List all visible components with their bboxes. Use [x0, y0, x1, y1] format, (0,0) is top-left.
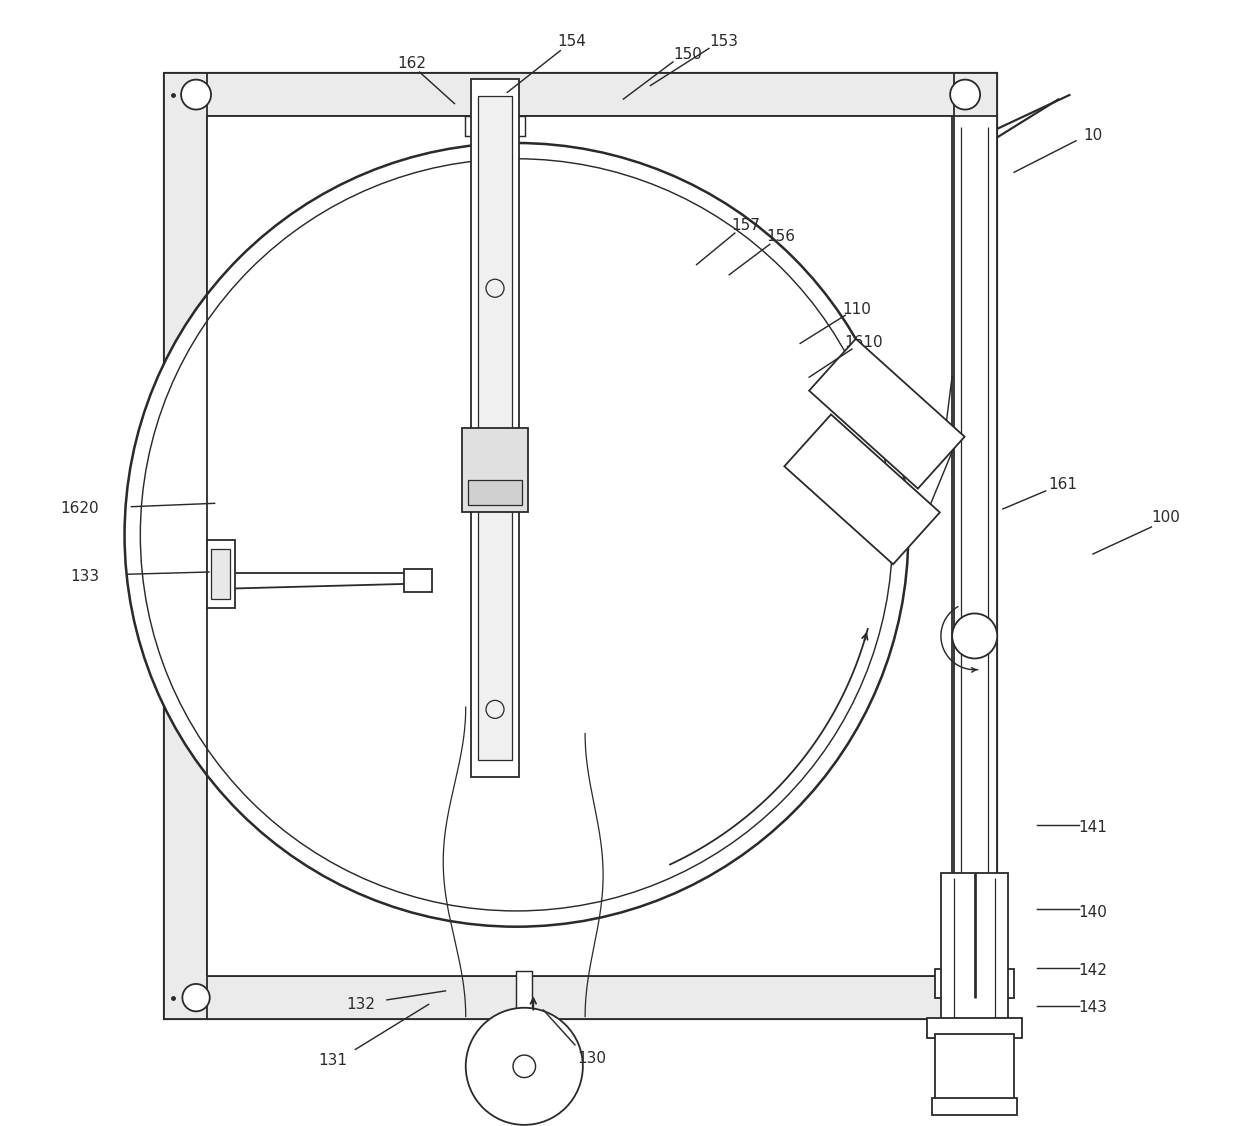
Bar — [471, 79, 518, 777]
Bar — [164, 73, 207, 1019]
Text: 156: 156 — [766, 229, 796, 244]
Bar — [935, 969, 1014, 998]
Bar — [404, 570, 432, 592]
Circle shape — [513, 1055, 536, 1078]
Bar — [467, 480, 522, 504]
Text: 157: 157 — [732, 217, 760, 233]
Bar — [463, 428, 528, 511]
Circle shape — [182, 984, 210, 1011]
Text: 153: 153 — [709, 34, 738, 50]
Bar — [935, 1034, 1014, 1103]
Text: 110: 110 — [842, 302, 870, 318]
Bar — [211, 549, 231, 599]
Text: 141: 141 — [1079, 820, 1107, 835]
Text: 133: 133 — [71, 569, 99, 584]
Bar — [164, 73, 997, 116]
Bar — [516, 971, 532, 1049]
Text: 154: 154 — [557, 34, 587, 50]
Text: 161: 161 — [1048, 476, 1078, 492]
Text: 143: 143 — [1079, 1000, 1107, 1016]
Circle shape — [181, 80, 211, 109]
Text: 142: 142 — [1079, 963, 1107, 978]
Bar — [479, 96, 512, 760]
Bar — [952, 116, 997, 976]
Bar — [465, 116, 526, 136]
Text: 1620: 1620 — [61, 501, 99, 517]
Text: 10: 10 — [1084, 127, 1102, 143]
Polygon shape — [810, 339, 965, 489]
Text: 100: 100 — [1152, 510, 1180, 526]
Bar — [932, 1098, 1018, 1115]
Bar — [928, 1018, 1022, 1038]
Text: 140: 140 — [1079, 904, 1107, 920]
Bar — [207, 116, 955, 976]
Circle shape — [952, 614, 997, 659]
Text: 130: 130 — [578, 1051, 606, 1066]
Bar — [941, 873, 1008, 1025]
Polygon shape — [785, 414, 940, 564]
Text: 162: 162 — [397, 55, 427, 71]
Bar — [164, 73, 997, 1019]
Bar — [955, 73, 997, 1019]
Circle shape — [466, 1008, 583, 1125]
Text: 132: 132 — [346, 997, 376, 1012]
Text: 150: 150 — [673, 46, 702, 62]
Text: 131: 131 — [319, 1053, 347, 1069]
Bar — [207, 540, 234, 608]
Circle shape — [950, 80, 980, 109]
Text: 1610: 1610 — [844, 334, 883, 350]
Circle shape — [124, 143, 908, 927]
Bar — [164, 976, 997, 1019]
Circle shape — [951, 984, 978, 1011]
